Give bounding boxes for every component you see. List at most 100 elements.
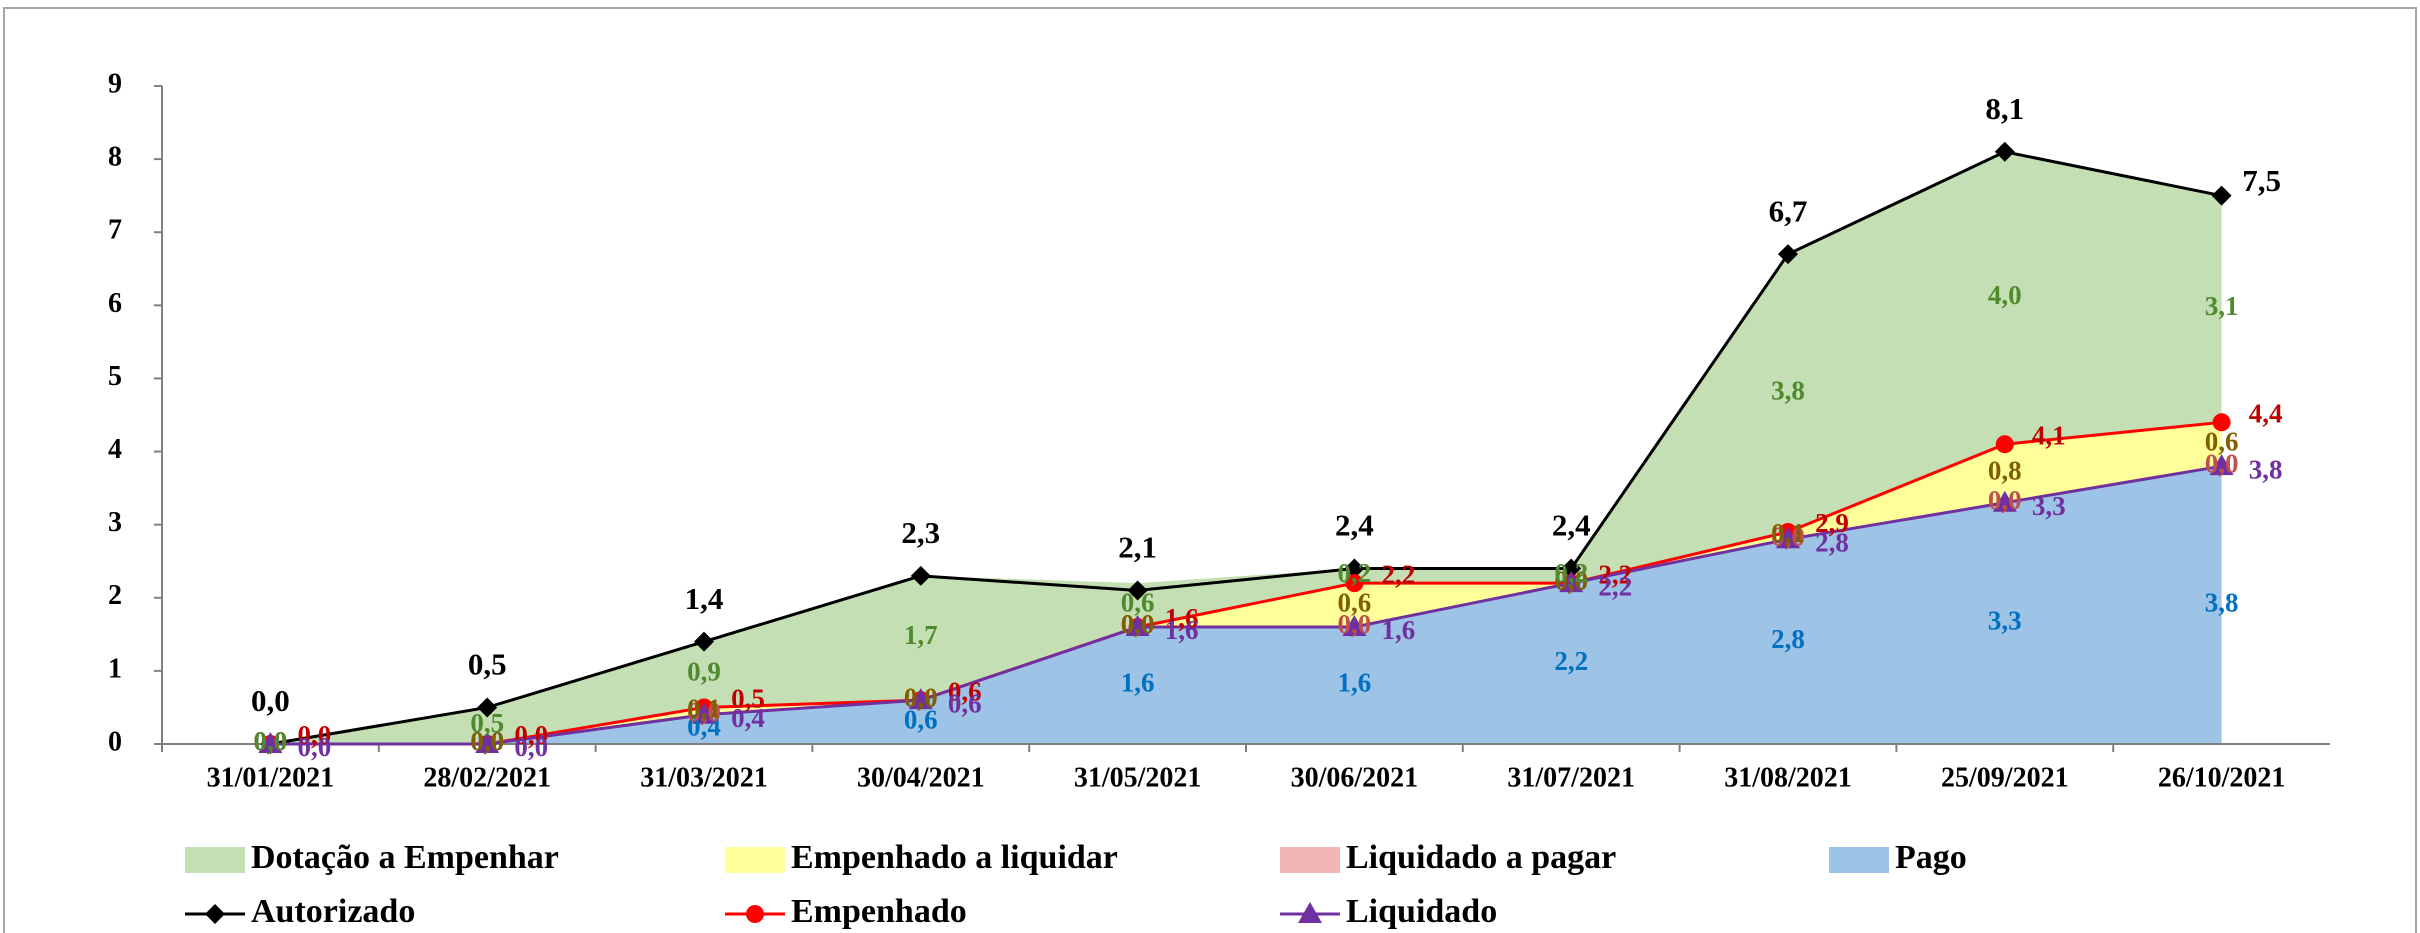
data-label: 0,0 bbox=[1338, 609, 1372, 639]
legend-label: Liquidado bbox=[1346, 893, 1497, 930]
legend-label: Empenhado a liquidar bbox=[791, 839, 1118, 876]
data-label: 1,6 bbox=[1338, 668, 1372, 698]
x-tick-label: 31/07/2021 bbox=[1507, 762, 1635, 793]
point bbox=[258, 732, 283, 753]
point bbox=[692, 702, 716, 724]
data-label: 3,3 bbox=[1988, 606, 2022, 636]
x-tick-label: 30/06/2021 bbox=[1291, 762, 1419, 793]
data-label: 0,0 bbox=[1988, 485, 2022, 515]
data-label: 0,0 bbox=[1554, 565, 1588, 595]
data-label: 0,6 bbox=[948, 688, 982, 718]
y-tick-label: 5 bbox=[108, 361, 122, 392]
x-tick-label: 26/10/2021 bbox=[2158, 762, 2286, 793]
data-label: 0,0 bbox=[470, 726, 504, 756]
line bbox=[270, 464, 2222, 746]
legend-label: Dotação a Empenhar bbox=[251, 839, 559, 876]
y-tick-label: 2 bbox=[108, 580, 122, 611]
data-label: 0,0 bbox=[254, 726, 288, 756]
point bbox=[1127, 580, 1148, 601]
x-tick-label: 31/03/2021 bbox=[640, 762, 768, 793]
point bbox=[1345, 574, 1364, 593]
data-label: 2,3 bbox=[901, 515, 940, 550]
data-label: 3,8 bbox=[2249, 454, 2283, 484]
data-label: 0,5 bbox=[468, 647, 507, 682]
area bbox=[270, 466, 2222, 744]
point bbox=[1342, 615, 1367, 637]
data-label: 0,6 bbox=[2205, 426, 2239, 456]
data-label: 0,0 bbox=[298, 732, 332, 762]
legend-label: Pago bbox=[1895, 839, 1967, 876]
data-label: 1,4 bbox=[685, 581, 724, 616]
data-label: 0,2 bbox=[1338, 558, 1372, 588]
data-label: 3,1 bbox=[2205, 291, 2239, 321]
data-label: 2,4 bbox=[1552, 508, 1591, 543]
data-label: 0,0 bbox=[251, 683, 290, 718]
data-label: 1,6 bbox=[1165, 603, 1199, 633]
y-tick-label: 0 bbox=[108, 726, 122, 757]
data-label: 0,6 bbox=[1338, 587, 1372, 617]
point bbox=[1125, 615, 1150, 637]
data-label: 4,0 bbox=[1988, 280, 2022, 310]
data-label: 2,8 bbox=[1771, 624, 1805, 654]
data-label: 1,7 bbox=[904, 620, 938, 650]
data-label: 3,8 bbox=[2205, 587, 2239, 617]
data-label: 0,4 bbox=[687, 712, 721, 742]
area bbox=[270, 151, 2222, 745]
x-tick-label: 31/05/2021 bbox=[1074, 762, 1202, 793]
data-label: 3,8 bbox=[1771, 375, 1805, 405]
legend-swatch bbox=[1829, 847, 1889, 873]
data-label: 0,0 bbox=[1121, 609, 1155, 639]
point bbox=[475, 732, 500, 753]
data-label: 0,1 bbox=[1771, 518, 1805, 548]
line bbox=[270, 420, 2222, 746]
data-label: 0,0 bbox=[254, 726, 288, 756]
area bbox=[270, 422, 2222, 744]
data-label: 0,4 bbox=[731, 703, 765, 733]
point bbox=[694, 631, 714, 652]
x-tick-label: 31/08/2021 bbox=[1724, 762, 1852, 793]
point bbox=[910, 565, 931, 586]
legend-swatch bbox=[185, 847, 245, 873]
data-label: 6,7 bbox=[1769, 193, 1808, 228]
legend-label: Autorizado bbox=[251, 893, 415, 930]
data-label: 0,0 bbox=[298, 720, 332, 750]
point bbox=[2209, 454, 2234, 476]
data-label: 0,0 bbox=[254, 726, 288, 756]
data-label: 2,1 bbox=[1118, 530, 1157, 565]
x-tick-label: 25/09/2021 bbox=[1941, 762, 2069, 793]
legend-swatch bbox=[1280, 847, 1340, 873]
data-label: 0,0 bbox=[904, 682, 938, 712]
point bbox=[1994, 141, 2015, 162]
legend-swatch bbox=[725, 847, 785, 873]
point bbox=[1995, 435, 2014, 454]
data-label: 2,8 bbox=[1815, 527, 1849, 557]
data-label: 2,2 bbox=[1382, 559, 1416, 589]
point bbox=[1778, 244, 1798, 265]
y-tick-label: 8 bbox=[108, 142, 122, 173]
x-tick-label: 31/01/2021 bbox=[207, 762, 335, 793]
legend-marker bbox=[205, 904, 225, 924]
y-tick-label: 6 bbox=[108, 288, 122, 319]
data-label: 0,5 bbox=[731, 684, 765, 714]
line bbox=[270, 150, 2222, 746]
data-label: 0,0 bbox=[1771, 521, 1805, 551]
data-label: 0,6 bbox=[948, 676, 982, 706]
data-label: 1,6 bbox=[1165, 615, 1199, 645]
data-label: 0,0 bbox=[904, 682, 938, 712]
y-tick-label: 4 bbox=[108, 434, 122, 465]
y-tick-label: 9 bbox=[108, 68, 122, 99]
data-label: 0,0 bbox=[2205, 448, 2239, 478]
data-label: 8,1 bbox=[1985, 91, 2024, 126]
point bbox=[477, 697, 498, 718]
point bbox=[1561, 558, 1582, 579]
data-label: 0,6 bbox=[1121, 587, 1155, 617]
point bbox=[1559, 571, 1584, 593]
point bbox=[1344, 558, 1365, 579]
data-label: 0,0 bbox=[1554, 565, 1588, 595]
data-label: 0,2 bbox=[1554, 558, 1588, 588]
y-tick-label: 7 bbox=[108, 215, 122, 246]
legend-label: Liquidado a pagar bbox=[1346, 839, 1616, 876]
data-label: 0,9 bbox=[687, 657, 721, 687]
point bbox=[1776, 527, 1800, 549]
